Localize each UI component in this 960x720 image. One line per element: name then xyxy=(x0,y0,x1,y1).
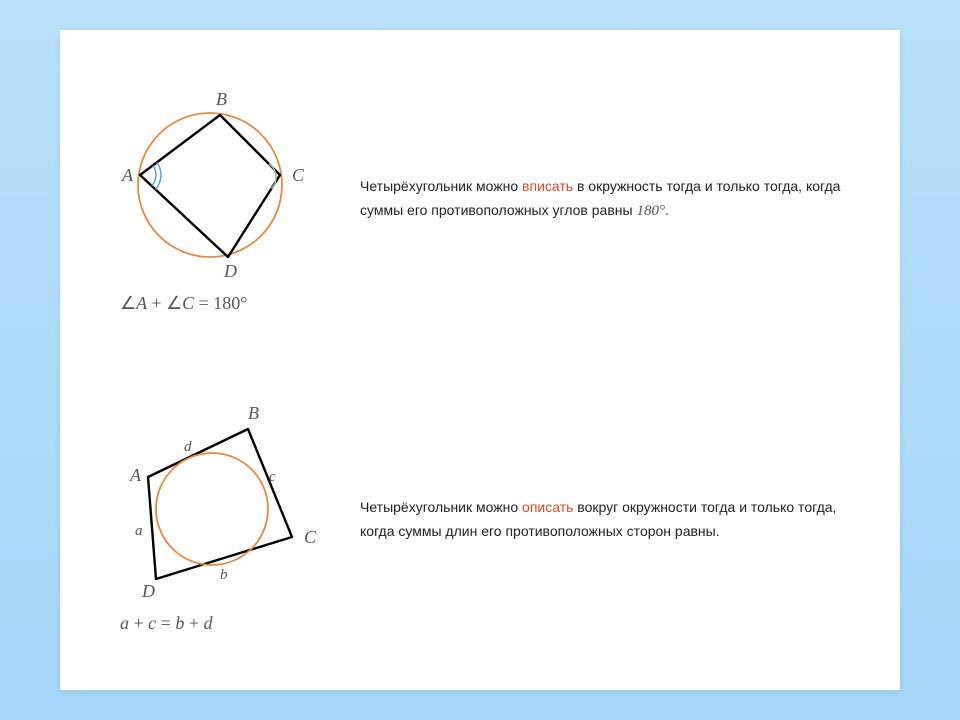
svg-text:D: D xyxy=(141,581,155,601)
t2-keyword: описать xyxy=(522,499,573,515)
t1-before: Четырёхугольник можно xyxy=(360,178,522,194)
svg-text:A: A xyxy=(129,465,142,485)
svg-inscribed: A B C D xyxy=(60,65,360,305)
t1-angle: 180° xyxy=(636,203,665,219)
svg-text:a: a xyxy=(135,523,143,539)
t2-before: Четырёхугольник можно xyxy=(360,499,522,515)
svg-text:C: C xyxy=(292,165,305,185)
svg-text:A: A xyxy=(121,165,134,185)
text-circumscribed: Четырёхугольник можно описать вокруг окр… xyxy=(360,496,900,544)
t1-keyword: вписать xyxy=(522,178,573,194)
svg-text:D: D xyxy=(223,261,237,281)
svg-text:C: C xyxy=(304,527,317,547)
t1-period: . xyxy=(665,202,669,218)
svg-circumscribed: A B C Dd c b a xyxy=(60,385,360,625)
row-circumscribed: A B C Dd c b a a + c = b + d Четырёхугольник м… xyxy=(60,370,900,670)
svg-text:c: c xyxy=(269,469,276,485)
equation-inscribed: ∠A + ∠C = 180° xyxy=(120,293,247,314)
stage: A B C D ∠A + ∠C = 180° Четырёхугольник можн… xyxy=(0,0,960,720)
content-sheet: A B C D ∠A + ∠C = 180° Четырёхугольник можн… xyxy=(60,30,900,690)
svg-text:b: b xyxy=(220,567,228,583)
figure-inscribed: A B C D ∠A + ∠C = 180° xyxy=(60,65,360,335)
svg-text:d: d xyxy=(184,439,192,455)
text-inscribed: Четырёхугольник можно вписать в окружнос… xyxy=(360,175,900,224)
svg-text:B: B xyxy=(216,89,227,109)
row-inscribed: A B C D ∠A + ∠C = 180° Четырёхугольник можн… xyxy=(60,50,900,350)
equation-circumscribed: a + c = b + d xyxy=(120,613,212,634)
svg-text:B: B xyxy=(248,403,259,423)
figure-circumscribed: A B C Dd c b a a + c = b + d xyxy=(60,385,360,655)
